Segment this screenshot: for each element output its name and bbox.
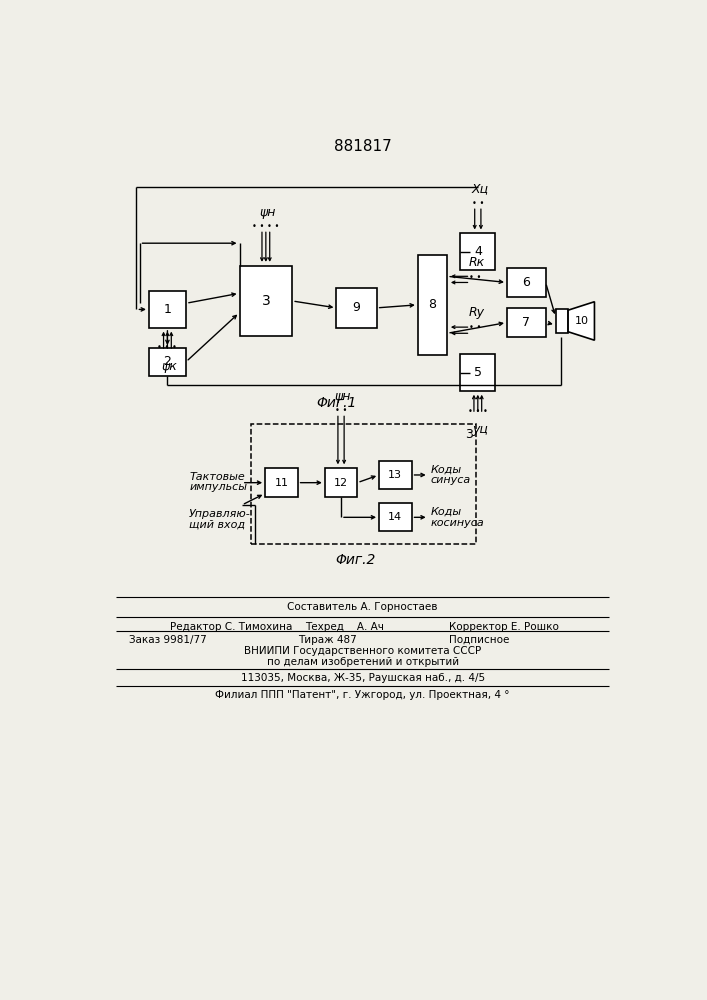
Text: 4: 4 [474, 245, 481, 258]
Text: 8: 8 [428, 298, 436, 311]
Text: 881817: 881817 [334, 139, 392, 154]
Text: 6: 6 [522, 276, 530, 289]
Bar [460, 233, 495, 270]
Text: 14: 14 [388, 512, 402, 522]
Bar [507, 268, 546, 297]
Text: 7: 7 [522, 316, 530, 329]
Bar [337, 288, 377, 328]
Bar [556, 309, 568, 333]
Text: 9: 9 [353, 301, 361, 314]
Text: • • • •: • • • • [252, 222, 279, 231]
Text: Коды: Коды [431, 507, 462, 517]
Text: 5: 5 [474, 366, 481, 379]
Text: 11: 11 [274, 478, 288, 488]
Text: ψн: ψн [334, 390, 351, 403]
Text: • •: • • [335, 406, 347, 415]
Bar [251, 424, 476, 544]
Bar [507, 308, 546, 337]
Text: 113035, Москва, Ж-35, Раушская наб., д. 4/5: 113035, Москва, Ж-35, Раушская наб., д. … [240, 673, 485, 683]
Text: • •: • • [469, 323, 481, 332]
Text: 12: 12 [334, 478, 348, 488]
Text: • • •: • • • [468, 407, 488, 416]
Text: 10: 10 [575, 316, 589, 326]
Text: Тираж 487: Тираж 487 [298, 635, 356, 645]
Text: ψк: ψк [162, 360, 177, 373]
Text: 13: 13 [388, 470, 402, 480]
Text: 2: 2 [163, 355, 171, 368]
Bar [240, 266, 292, 336]
Text: Φиг.2: Φиг.2 [336, 553, 376, 567]
Text: ψн: ψн [259, 206, 276, 219]
Text: Rу: Rу [469, 306, 485, 319]
Text: Φиг.1: Φиг.1 [316, 396, 356, 410]
Text: Подписное: Подписное [449, 635, 509, 645]
Bar [149, 348, 186, 376]
Bar [265, 468, 298, 497]
Bar [379, 503, 411, 531]
Text: импульсы: импульсы [189, 482, 247, 492]
Text: косинуса: косинуса [431, 518, 485, 528]
Text: • •: • • [469, 273, 481, 282]
Text: синуса: синуса [431, 475, 471, 485]
Text: yц: yц [472, 423, 488, 436]
Text: по делам изобретений и открытий: по делам изобретений и открытий [267, 657, 459, 667]
Bar [460, 354, 495, 391]
Text: Заказ 9981/77: Заказ 9981/77 [129, 635, 206, 645]
Text: Техред    А. Ач: Техред А. Ач [305, 622, 384, 632]
Text: Управляю-: Управляю- [189, 509, 251, 519]
Text: Редактор С. Тимохина: Редактор С. Тимохина [170, 622, 292, 632]
Text: • •: • • [472, 199, 484, 208]
Text: 1: 1 [163, 303, 171, 316]
Text: 3: 3 [262, 294, 270, 308]
Text: Коды: Коды [431, 465, 462, 475]
Text: Составитель А. Горностаев: Составитель А. Горностаев [288, 602, 438, 612]
Bar [325, 468, 357, 497]
Text: щий вход: щий вход [189, 519, 245, 529]
Text: 3: 3 [465, 428, 473, 441]
Text: Корректор Е. Рошко: Корректор Е. Рошко [449, 622, 559, 632]
Text: Rк: Rк [469, 256, 485, 269]
Text: Филиал ППП "Патент", г. Ужгород, ул. Проектная, 4 °: Филиал ППП "Патент", г. Ужгород, ул. Про… [216, 690, 510, 700]
Bar [418, 255, 448, 355]
Text: Xц: Xц [472, 182, 489, 195]
Bar [149, 291, 186, 328]
Polygon shape [568, 302, 595, 340]
Text: ВНИИПИ Государственного комитета СССР: ВНИИПИ Государственного комитета СССР [244, 646, 481, 656]
Text: • • •: • • • [158, 343, 177, 352]
Text: Тактовые: Тактовые [189, 472, 245, 482]
Bar [379, 461, 411, 489]
